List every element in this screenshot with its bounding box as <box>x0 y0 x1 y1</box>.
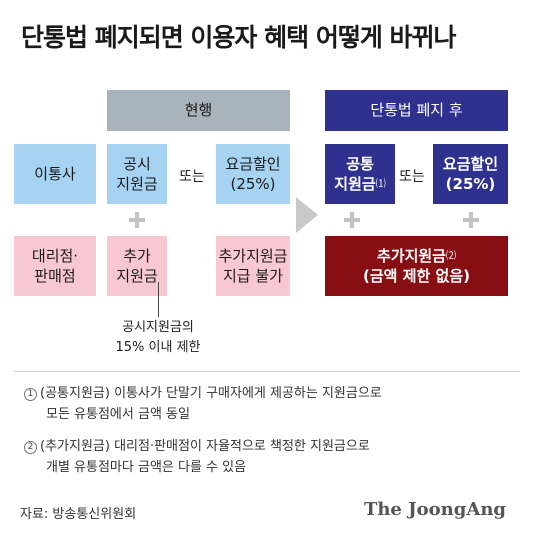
rate-discount-after-line2: (25%) <box>445 175 496 193</box>
limit-note-line2: 15% 이내 제한 <box>115 340 201 355</box>
rate-discount-box-after: 요금할인 (25%) <box>433 144 508 204</box>
footnote-marker-2: ⑵ <box>446 250 456 262</box>
rate-discount-after-line1: 요금할인 <box>442 154 499 173</box>
connector-line <box>158 282 159 317</box>
plus-icon <box>344 212 360 228</box>
extra-subsidy-line2: 지원금 <box>116 267 158 285</box>
extra-subsidy-after-label: 추가지원금 <box>376 246 446 265</box>
limit-note: 공시지원금의 15% 이내 제한 <box>95 318 221 358</box>
footnote-1-line1: (공통지원금) 이통사가 단말기 구매자에게 제공하는 지원금으로 <box>40 386 382 401</box>
footnote-2: 2 (추가지원금) 대리점·판매점이 자율적으로 책정한 지원금으로 개별 유통점… <box>24 436 370 478</box>
dealer-label-box: 대리점· 판매점 <box>14 236 96 296</box>
or-label-current: 또는 <box>179 169 205 185</box>
header-after-repeal: 단통법 폐지 후 <box>325 90 508 131</box>
common-subsidy-box: 공통 지원금⑴ <box>325 144 395 204</box>
extra-subsidy-line1: 추가 <box>123 246 151 265</box>
public-subsidy-line1: 공시 <box>123 154 151 173</box>
page-title: 단통법 폐지되면 이용자 혜택 어떻게 바뀌나 <box>21 23 457 52</box>
public-subsidy-line2: 지원금 <box>116 175 158 193</box>
footnote-number-1: 1 <box>24 388 37 401</box>
source-label: 자료: 방송통신위원회 <box>20 507 137 522</box>
rate-discount-line1: 요금할인 <box>225 154 281 173</box>
no-extra-subsidy-box: 추가지원금 지급 불가 <box>216 236 290 296</box>
chevron-right-icon <box>296 197 318 233</box>
footnote-2-line1: (추가지원금) 대리점·판매점이 자율적으로 책정한 지원금으로 <box>40 439 370 454</box>
plus-icon <box>129 212 145 228</box>
header-current: 현행 <box>107 90 290 131</box>
rate-discount-box-current: 요금할인 (25%) <box>216 144 290 204</box>
extra-subsidy-after-note: (금액 제한 없음) <box>363 267 470 285</box>
plus-icon <box>463 212 479 228</box>
public-subsidy-box: 공시 지원금 <box>107 144 167 204</box>
footnote-marker-1: ⑴ <box>375 179 386 190</box>
footnote-2-line2: 개별 유통점마다 금액은 다를 수 있음 <box>46 460 247 475</box>
footnote-number-2: 2 <box>24 441 37 454</box>
rate-discount-line2: (25%) <box>230 175 276 193</box>
dealer-label-line1: 대리점· <box>31 246 79 265</box>
brand-logo: The JoongAng <box>363 499 506 520</box>
carrier-label: 이통사 <box>14 144 96 204</box>
no-extra-subsidy-line1: 추가지원금 <box>218 246 288 265</box>
divider <box>14 371 520 372</box>
common-subsidy-line1: 공통 <box>346 154 374 173</box>
extra-subsidy-box-current: 추가 지원금 <box>107 236 167 296</box>
limit-note-line1: 공시지원금의 <box>122 320 194 335</box>
common-subsidy-line2: 지원금 <box>334 175 376 193</box>
dealer-label-line2: 판매점 <box>34 267 76 285</box>
or-label-after: 또는 <box>399 169 425 185</box>
footnote-1: 1 (공통지원금) 이통사가 단말기 구매자에게 제공하는 지원금으로 모든 유통… <box>24 383 382 425</box>
extra-subsidy-box-after: 추가지원금⑵ (금액 제한 없음) <box>325 236 508 296</box>
footnote-1-line2: 모든 유통점에서 금액 동일 <box>46 407 190 422</box>
no-extra-subsidy-line2: 지급 불가 <box>223 267 283 285</box>
